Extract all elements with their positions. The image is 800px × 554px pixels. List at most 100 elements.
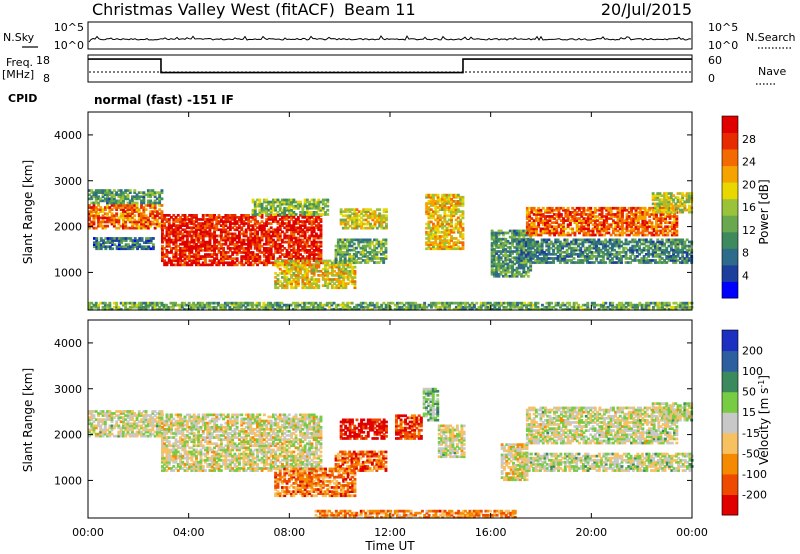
cpid-label: CPID <box>8 92 37 105</box>
power-colorbar-label: Power [dB] <box>757 179 771 244</box>
velocity-panel: 4000 3000 2000 1000 00:00 04:00 08:00 12:00 16:… <box>21 319 771 553</box>
data-band-5 <box>395 414 423 440</box>
colorbar-tick-label: 4 <box>742 269 749 282</box>
data-band-6 <box>334 238 388 264</box>
nsky-tick-bottom-right: 10^0 <box>708 39 738 52</box>
date-label: 20/Jul/2015 <box>601 0 692 19</box>
colorbar-tick-label: -50 <box>742 447 760 460</box>
colorbar-tick-label: 24 <box>742 156 756 169</box>
velocity-ylabel: Slant Range [km] <box>21 368 35 472</box>
colorbar-swatch <box>722 330 738 352</box>
data-band-11 <box>515 238 694 264</box>
colorbar-swatch <box>722 391 738 413</box>
colorbar-tick-label: 100 <box>742 365 763 378</box>
nsky-tick-top-right: 10^5 <box>708 21 738 34</box>
data-band-5 <box>274 259 357 290</box>
freq-tick-top: 18 <box>36 54 50 67</box>
x-tick-label: 08:00 <box>273 526 305 539</box>
plot-title: Christmas Valley West (fitACF) <box>92 0 335 19</box>
data-band-1 <box>161 413 323 472</box>
data-band-3 <box>334 450 388 472</box>
data-band-10 <box>520 452 694 472</box>
data-band-12 <box>651 192 694 214</box>
power-panel: 4000 3000 2000 1000 Slant Range [km] 28 24 20… <box>21 111 771 311</box>
colorbar-tick-label: -15 <box>742 427 760 440</box>
y-tick-label: 4000 <box>54 129 82 142</box>
freq-trace <box>88 58 692 74</box>
freq-label-line2: [MHz] <box>2 68 34 81</box>
data-band-4 <box>339 418 388 440</box>
colorbar-tick-label: 20 <box>742 178 756 191</box>
colorbar-swatch <box>722 412 738 434</box>
data-band-7 <box>339 208 388 230</box>
y-tick-label: 3000 <box>54 383 82 396</box>
velocity-colorbar-label: Velocity [m s-1] <box>757 375 771 465</box>
colorbar-tick-label: 200 <box>742 345 763 358</box>
x-tick-label: 16:00 <box>475 526 507 539</box>
beam-label: Beam 11 <box>344 0 416 19</box>
colorbar-tick-label: 28 <box>742 133 756 146</box>
power-colorbar: 28 24 20 16 12 8 4 <box>721 115 756 299</box>
colorbar-tick-label: 50 <box>742 386 756 399</box>
y-tick-label: 2000 <box>54 429 82 442</box>
colorbar-swatch <box>722 494 738 516</box>
colorbar-swatch <box>722 132 738 150</box>
colorbar-swatch <box>722 149 738 167</box>
y-tick-label: 2000 <box>54 221 82 234</box>
colorbar-tick-label: 12 <box>742 224 756 237</box>
x-tick-label: 04:00 <box>173 526 205 539</box>
nave-tick-top: 60 <box>708 54 722 67</box>
nave-label: Nave <box>758 65 786 78</box>
data-band-0 <box>88 410 164 438</box>
colorbar-swatch <box>722 371 738 393</box>
colorbar-swatch <box>722 264 738 282</box>
data-band-4 <box>251 198 330 216</box>
data-band-8 <box>425 193 465 251</box>
nsky-trace <box>88 35 692 43</box>
x-tick-label: 00:00 <box>676 526 708 539</box>
colorbar-swatch <box>722 350 738 372</box>
colorbar-swatch <box>722 473 738 495</box>
nsky-label: N.Sky <box>3 31 35 44</box>
colorbar-tick-label: 15 <box>742 406 756 419</box>
data-band-2 <box>93 237 155 251</box>
x-tick-label: 00:00 <box>72 526 104 539</box>
y-tick-label: 4000 <box>54 337 82 350</box>
velocity-data-layer <box>88 387 694 519</box>
data-band-11 <box>651 402 694 422</box>
colorbar-tick-label: 8 <box>742 247 749 260</box>
colorbar-swatch <box>722 198 738 216</box>
colorbar-swatch <box>722 432 738 454</box>
colorbar-swatch <box>722 453 738 475</box>
colorbar-swatch <box>722 281 738 299</box>
colorbar-tick-label: -200 <box>742 488 767 501</box>
colorbar-swatch <box>722 231 738 249</box>
data-band-2 <box>274 467 357 498</box>
colorbar-swatch <box>722 215 738 233</box>
data-band-1 <box>88 189 164 205</box>
x-tick-label: 20:00 <box>575 526 607 539</box>
data-band-0 <box>88 204 164 230</box>
velocity-colorbar: 200 100 50 15 -15 -50 -100 -200 <box>721 329 767 516</box>
nsky-tick-top-left: 10^5 <box>54 21 84 34</box>
nsearch-label: N.Search <box>746 31 796 44</box>
data-band-13 <box>88 301 694 311</box>
colorbar-tick-label: -100 <box>742 468 767 481</box>
colorbar-tick-label: 16 <box>742 201 756 214</box>
x-tick-label: 12:00 <box>374 526 406 539</box>
freq-panel: Freq. [MHz] 18 8 60 0 Nave <box>2 54 786 85</box>
colorbar-swatch <box>722 116 738 133</box>
nave-tick-bottom: 0 <box>708 72 715 85</box>
data-band-9 <box>525 406 679 445</box>
y-tick-label: 3000 <box>54 175 82 188</box>
colorbar-swatch <box>722 182 738 200</box>
y-tick-label: 1000 <box>54 474 82 487</box>
power-data-layer <box>88 189 694 311</box>
nsky-panel: N.Sky 10^5 10^0 10^5 10^0 N.Search <box>3 21 796 52</box>
colorbar-swatch <box>722 248 738 266</box>
colorbar-swatch <box>722 165 738 183</box>
cpid-text: normal (fast) -151 IF <box>94 93 234 107</box>
data-band-7 <box>437 424 466 459</box>
y-tick-label: 1000 <box>54 266 82 279</box>
